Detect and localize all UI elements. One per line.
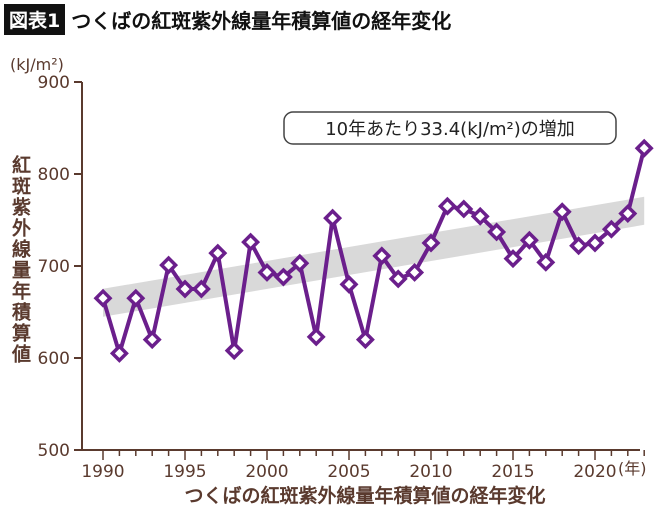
data-point-2016 — [519, 230, 539, 250]
data-point-2000 — [257, 262, 277, 282]
x-axis-label: つくばの紅斑紫外線量年積算値の経年変化 — [184, 484, 545, 507]
annotation-box — [283, 111, 617, 145]
data-point-2022 — [618, 204, 638, 224]
y-tick-label: 900 — [38, 73, 70, 93]
x-tick-label: 1990 — [81, 462, 124, 482]
y-tick-label: 600 — [38, 349, 70, 369]
data-point-2005 — [339, 274, 359, 294]
x-tick-label: 2010 — [409, 462, 452, 482]
data-point-2007 — [372, 246, 392, 266]
y-tick-label: 700 — [38, 257, 70, 277]
data-point-1990 — [93, 288, 113, 308]
data-point-2010 — [421, 233, 441, 253]
data-point-2001 — [273, 267, 293, 287]
data-point-2019 — [569, 236, 589, 256]
data-point-2004 — [323, 208, 343, 228]
data-point-2021 — [601, 219, 621, 239]
data-point-2015 — [503, 249, 523, 269]
annotation-text: 10年あたり33.4(kJ/m²)の増加 — [325, 119, 575, 140]
y-unit: (kJ/m²) — [10, 55, 64, 74]
data-point-2013 — [470, 206, 490, 226]
data-point-1993 — [142, 330, 162, 350]
x-tick-label: 2020 — [573, 462, 616, 482]
data-point-1992 — [126, 288, 146, 308]
data-point-1994 — [159, 255, 179, 275]
x-tick-label: 1995 — [163, 462, 206, 482]
chart-title: つくばの紅斑紫外線量年積算値の経年変化 — [71, 9, 452, 33]
data-point-2018 — [552, 202, 572, 222]
data-point-1997 — [208, 243, 228, 263]
y-axis-label: 紅斑紫外線量年積算値 — [9, 154, 32, 365]
data-point-2008 — [388, 269, 408, 289]
data-point-2012 — [454, 199, 474, 219]
data-point-1999 — [241, 232, 261, 252]
y-tick-label: 800 — [38, 165, 70, 185]
data-point-2011 — [437, 196, 457, 216]
x-tick-label: 2005 — [327, 462, 370, 482]
data-point-1996 — [191, 279, 211, 299]
data-point-2017 — [536, 252, 556, 272]
data-point-1998 — [224, 341, 244, 361]
data-point-2014 — [487, 222, 507, 242]
x-tick-label: 2000 — [245, 462, 288, 482]
x-unit: (年) — [618, 459, 647, 478]
data-point-1995 — [175, 279, 195, 299]
title-bar: 図表1 つくばの紅斑紫外線量年積算値の経年変化 — [4, 4, 451, 35]
data-point-2020 — [585, 233, 605, 253]
x-tick-label: 2015 — [491, 462, 534, 482]
data-point-1991 — [109, 343, 129, 363]
figure-label: 図表1 — [4, 4, 66, 35]
y-tick-label: 500 — [38, 441, 70, 461]
data-point-2023 — [634, 138, 654, 158]
data-point-2009 — [405, 262, 425, 282]
data-point-2002 — [290, 253, 310, 273]
data-point-2006 — [355, 330, 375, 350]
data-point-2003 — [306, 327, 326, 347]
